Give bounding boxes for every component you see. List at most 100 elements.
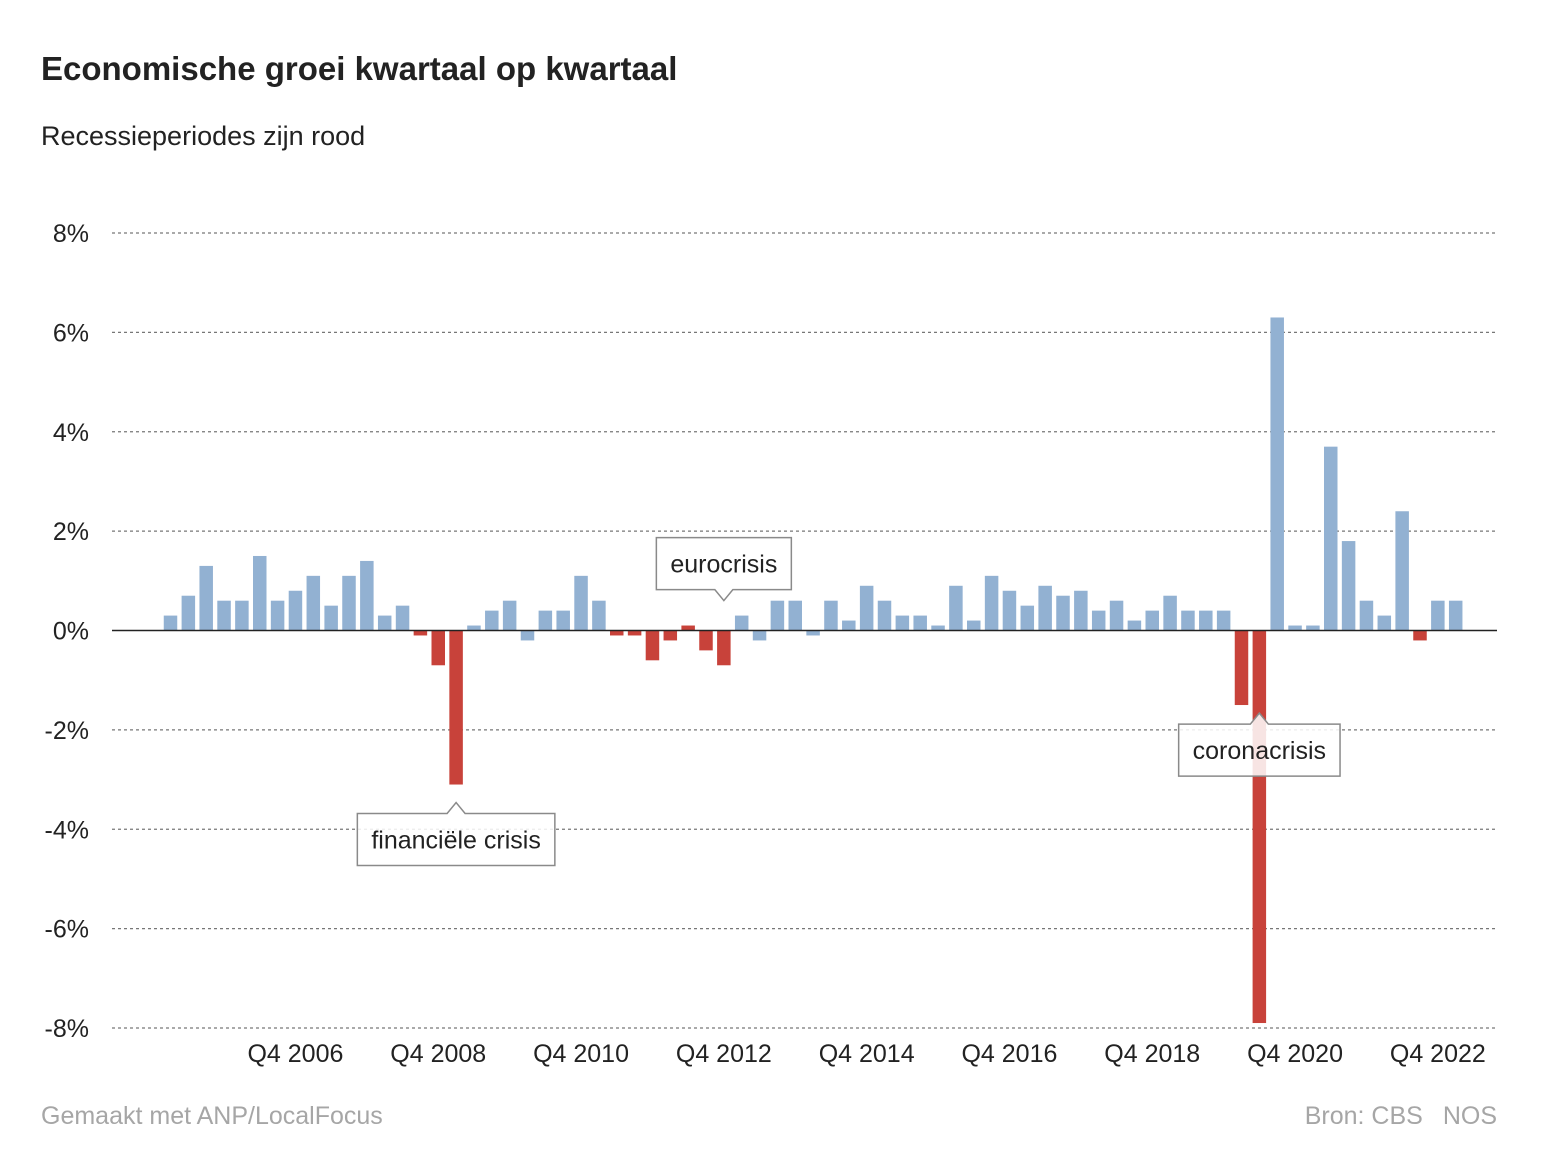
y-axis-ticks: 8% 6% 4% 2% 0% -2% -4% -6% -8% <box>45 220 89 1043</box>
y-tick-label: -4% <box>45 816 89 844</box>
gridlines <box>112 232 1497 1029</box>
bar-q1-2010 <box>520 630 535 641</box>
bar-q3-2019 <box>1199 610 1213 631</box>
bar-q1-2008 <box>377 615 392 631</box>
bar-q2-2018 <box>1109 600 1124 631</box>
bar-q3-2005 <box>199 565 213 631</box>
annotation-box <box>655 536 793 602</box>
bar-q2-2020 <box>1252 630 1267 1024</box>
x-tick-label: Q4 2010 <box>533 1040 629 1068</box>
bar-q1-2022 <box>1377 615 1392 631</box>
bar-q1-2015 <box>877 600 892 631</box>
x-tick-label: Q4 2008 <box>390 1040 486 1068</box>
x-tick-label: Q4 2016 <box>961 1040 1057 1068</box>
annotation-box <box>1177 711 1341 777</box>
bar-q2-2010 <box>538 610 553 631</box>
annotation-box <box>356 801 556 867</box>
y-tick-label: 0% <box>53 618 89 646</box>
bar-q3-2016 <box>984 575 999 631</box>
bar-q3-2010 <box>556 610 570 631</box>
bar-q4-2020 <box>1288 625 1302 631</box>
bar-q4-2012 <box>717 630 731 666</box>
bar-q3-2018 <box>1127 620 1142 631</box>
bar-q4-2021 <box>1359 600 1374 631</box>
bar-q4-2006 <box>288 590 303 631</box>
bar-q4-2016 <box>1002 590 1017 631</box>
bar-q3-2012 <box>699 630 713 651</box>
bar-q2-2015 <box>895 615 910 631</box>
annotation-label: eurocrisis <box>670 551 777 579</box>
bar-q4-2014 <box>859 585 874 631</box>
bar-q3-2013 <box>770 600 785 631</box>
bars <box>163 317 1463 1024</box>
x-tick-label: Q4 2012 <box>676 1040 772 1068</box>
bar-q4-2015 <box>931 625 945 631</box>
y-tick-label: -8% <box>45 1015 89 1043</box>
bar-q2-2008 <box>395 605 410 631</box>
x-tick-label: Q4 2022 <box>1390 1040 1486 1068</box>
bar-q3-2014 <box>842 620 856 631</box>
bar-q2-2005 <box>181 595 196 631</box>
x-tick-label: Q4 2018 <box>1104 1040 1200 1068</box>
bar-q1-2009 <box>449 630 463 785</box>
y-tick-label: 8% <box>53 220 89 248</box>
bar-q3-2011 <box>627 630 642 636</box>
annotations: financiële crisis eurocrisis coronacrisis <box>356 536 1341 867</box>
y-tick-label: 6% <box>53 319 89 347</box>
bar-q1-2018 <box>1091 610 1106 631</box>
annotation-callout: eurocrisis <box>655 536 793 602</box>
brand-label: NOS <box>1442 1102 1497 1130</box>
made-with-credit: Gemaakt met ANP/LocalFocus <box>41 1102 383 1130</box>
bar-q1-2019 <box>1163 595 1177 631</box>
annotation-label: coronacrisis <box>1193 737 1326 765</box>
bar-q3-2017 <box>1056 595 1070 631</box>
bar-q3-2015 <box>913 615 927 631</box>
bar-q2-2021 <box>1324 446 1338 631</box>
y-tick-label: 4% <box>53 419 89 447</box>
y-tick-label: -6% <box>45 916 89 944</box>
bar-q3-2022 <box>1413 630 1427 641</box>
chart-subtitle: Recessieperiodes zijn rood <box>41 121 366 151</box>
bar-q2-2017 <box>1038 585 1052 631</box>
bar-q1-2021 <box>1306 625 1320 631</box>
bar-q2-2014 <box>824 600 838 631</box>
bar-q2-2006 <box>253 555 267 631</box>
bar-q4-2018 <box>1145 610 1159 631</box>
bar-q4-2017 <box>1074 590 1088 631</box>
bar-q1-2007 <box>306 575 321 631</box>
bar-q3-2008 <box>413 630 428 636</box>
x-axis-ticks: Q4 2006 Q4 2008 Q4 2010 Q4 2012 Q4 2014 Q4 20… <box>247 1040 1485 1068</box>
bar-q1-2011 <box>592 600 606 631</box>
bar-q1-2023 <box>1448 600 1463 631</box>
bar-q2-2019 <box>1181 610 1195 631</box>
bar-q1-2005 <box>163 615 178 631</box>
source-credit: Bron: CBS NOS <box>1305 1102 1497 1131</box>
bar-q4-2007 <box>360 560 374 631</box>
bar-q1-2020 <box>1234 630 1249 706</box>
bar-q1-2013 <box>734 615 749 631</box>
bar-q2-2013 <box>752 630 767 641</box>
bar-q4-2008 <box>431 630 445 666</box>
annotation-callout: coronacrisis <box>1177 711 1341 777</box>
bar-q4-2011 <box>645 630 660 661</box>
bar-q2-2009 <box>467 625 481 631</box>
x-tick-label: Q4 2014 <box>819 1040 915 1068</box>
bar-q3-2020 <box>1270 317 1284 631</box>
bar-q2-2007 <box>324 605 338 631</box>
bar-q1-2014 <box>806 630 820 636</box>
bar-q4-2009 <box>502 600 517 631</box>
bar-q3-2021 <box>1341 541 1356 631</box>
bar-q3-2006 <box>270 600 285 631</box>
bar-q1-2016 <box>949 585 963 631</box>
chart-title: Economische groei kwartaal op kwartaal <box>41 50 678 87</box>
bar-q4-2019 <box>1216 610 1231 631</box>
bar-q3-2007 <box>342 575 356 631</box>
source-label: Bron: CBS <box>1304 1102 1423 1130</box>
bar-q1-2017 <box>1020 605 1035 631</box>
x-tick-label: Q4 2020 <box>1247 1040 1343 1068</box>
bar-q4-2013 <box>788 600 802 631</box>
bar-q2-2016 <box>967 620 981 631</box>
bar-q4-2022 <box>1431 600 1445 631</box>
annotation-label: financiële crisis <box>371 827 541 855</box>
bar-q1-2012 <box>663 630 678 641</box>
